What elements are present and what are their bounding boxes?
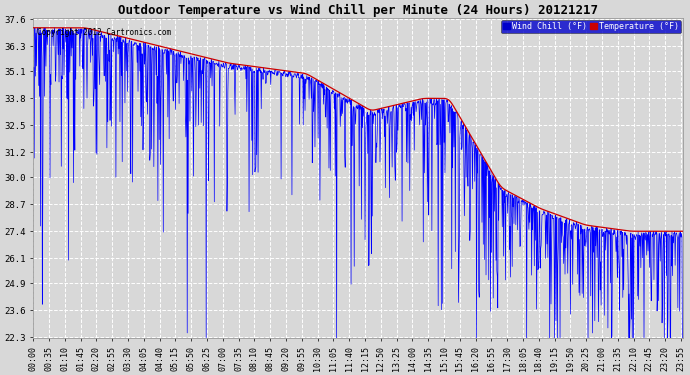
Text: Copyright 2012 Cartronics.com: Copyright 2012 Cartronics.com <box>37 28 170 37</box>
Title: Outdoor Temperature vs Wind Chill per Minute (24 Hours) 20121217: Outdoor Temperature vs Wind Chill per Mi… <box>118 4 598 17</box>
Legend: Wind Chill (°F), Temperature (°F): Wind Chill (°F), Temperature (°F) <box>501 20 681 33</box>
